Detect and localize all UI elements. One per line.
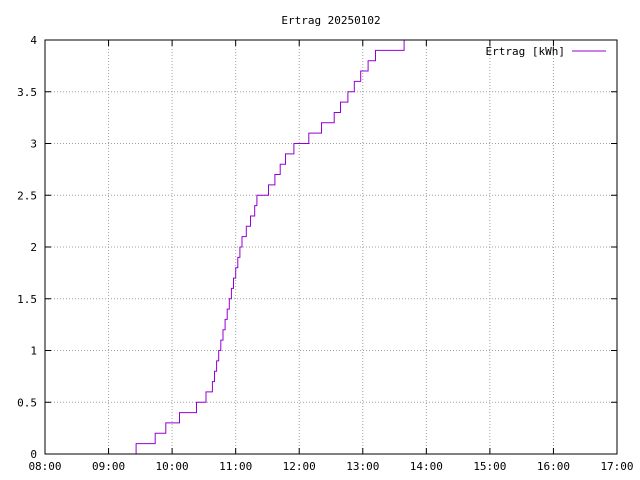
chart-title: Ertrag 20250102 bbox=[281, 14, 380, 27]
y-tick-label: 2 bbox=[30, 241, 37, 254]
ticks: 0 0.5 1 1.5 2 2.5 3 3.5 4 08:00 09:00 10:00 11:00 12:… bbox=[17, 34, 633, 473]
y-tick-label: 3.5 bbox=[17, 86, 37, 99]
y-tick-label: 4 bbox=[30, 34, 37, 47]
y-tick-label: 0 bbox=[30, 448, 37, 461]
x-tick-label: 14:00 bbox=[410, 460, 443, 473]
y-tick-label: 3 bbox=[30, 138, 37, 151]
y-tick-label: 1 bbox=[30, 345, 37, 358]
legend: Ertrag [kWh] bbox=[486, 45, 606, 58]
x-tick-label: 09:00 bbox=[92, 460, 125, 473]
x-tick-label: 17:00 bbox=[600, 460, 633, 473]
legend-label: Ertrag [kWh] bbox=[486, 45, 565, 58]
x-tick-label: 11:00 bbox=[219, 460, 252, 473]
y-tick-label: 1.5 bbox=[17, 293, 37, 306]
x-tick-label: 13:00 bbox=[346, 460, 379, 473]
y-tick-label: 0.5 bbox=[17, 396, 37, 409]
series-layer bbox=[127, 39, 494, 455]
x-tick-label: 16:00 bbox=[537, 460, 570, 473]
y-tick-label: 2.5 bbox=[17, 189, 37, 202]
x-tick-label: 15:00 bbox=[473, 460, 506, 473]
x-tick-label: 10:00 bbox=[156, 460, 189, 473]
x-tick-label: 12:00 bbox=[283, 460, 316, 473]
grid bbox=[45, 40, 617, 454]
series-line-ertrag bbox=[127, 39, 494, 455]
x-tick-label: 08:00 bbox=[28, 460, 61, 473]
